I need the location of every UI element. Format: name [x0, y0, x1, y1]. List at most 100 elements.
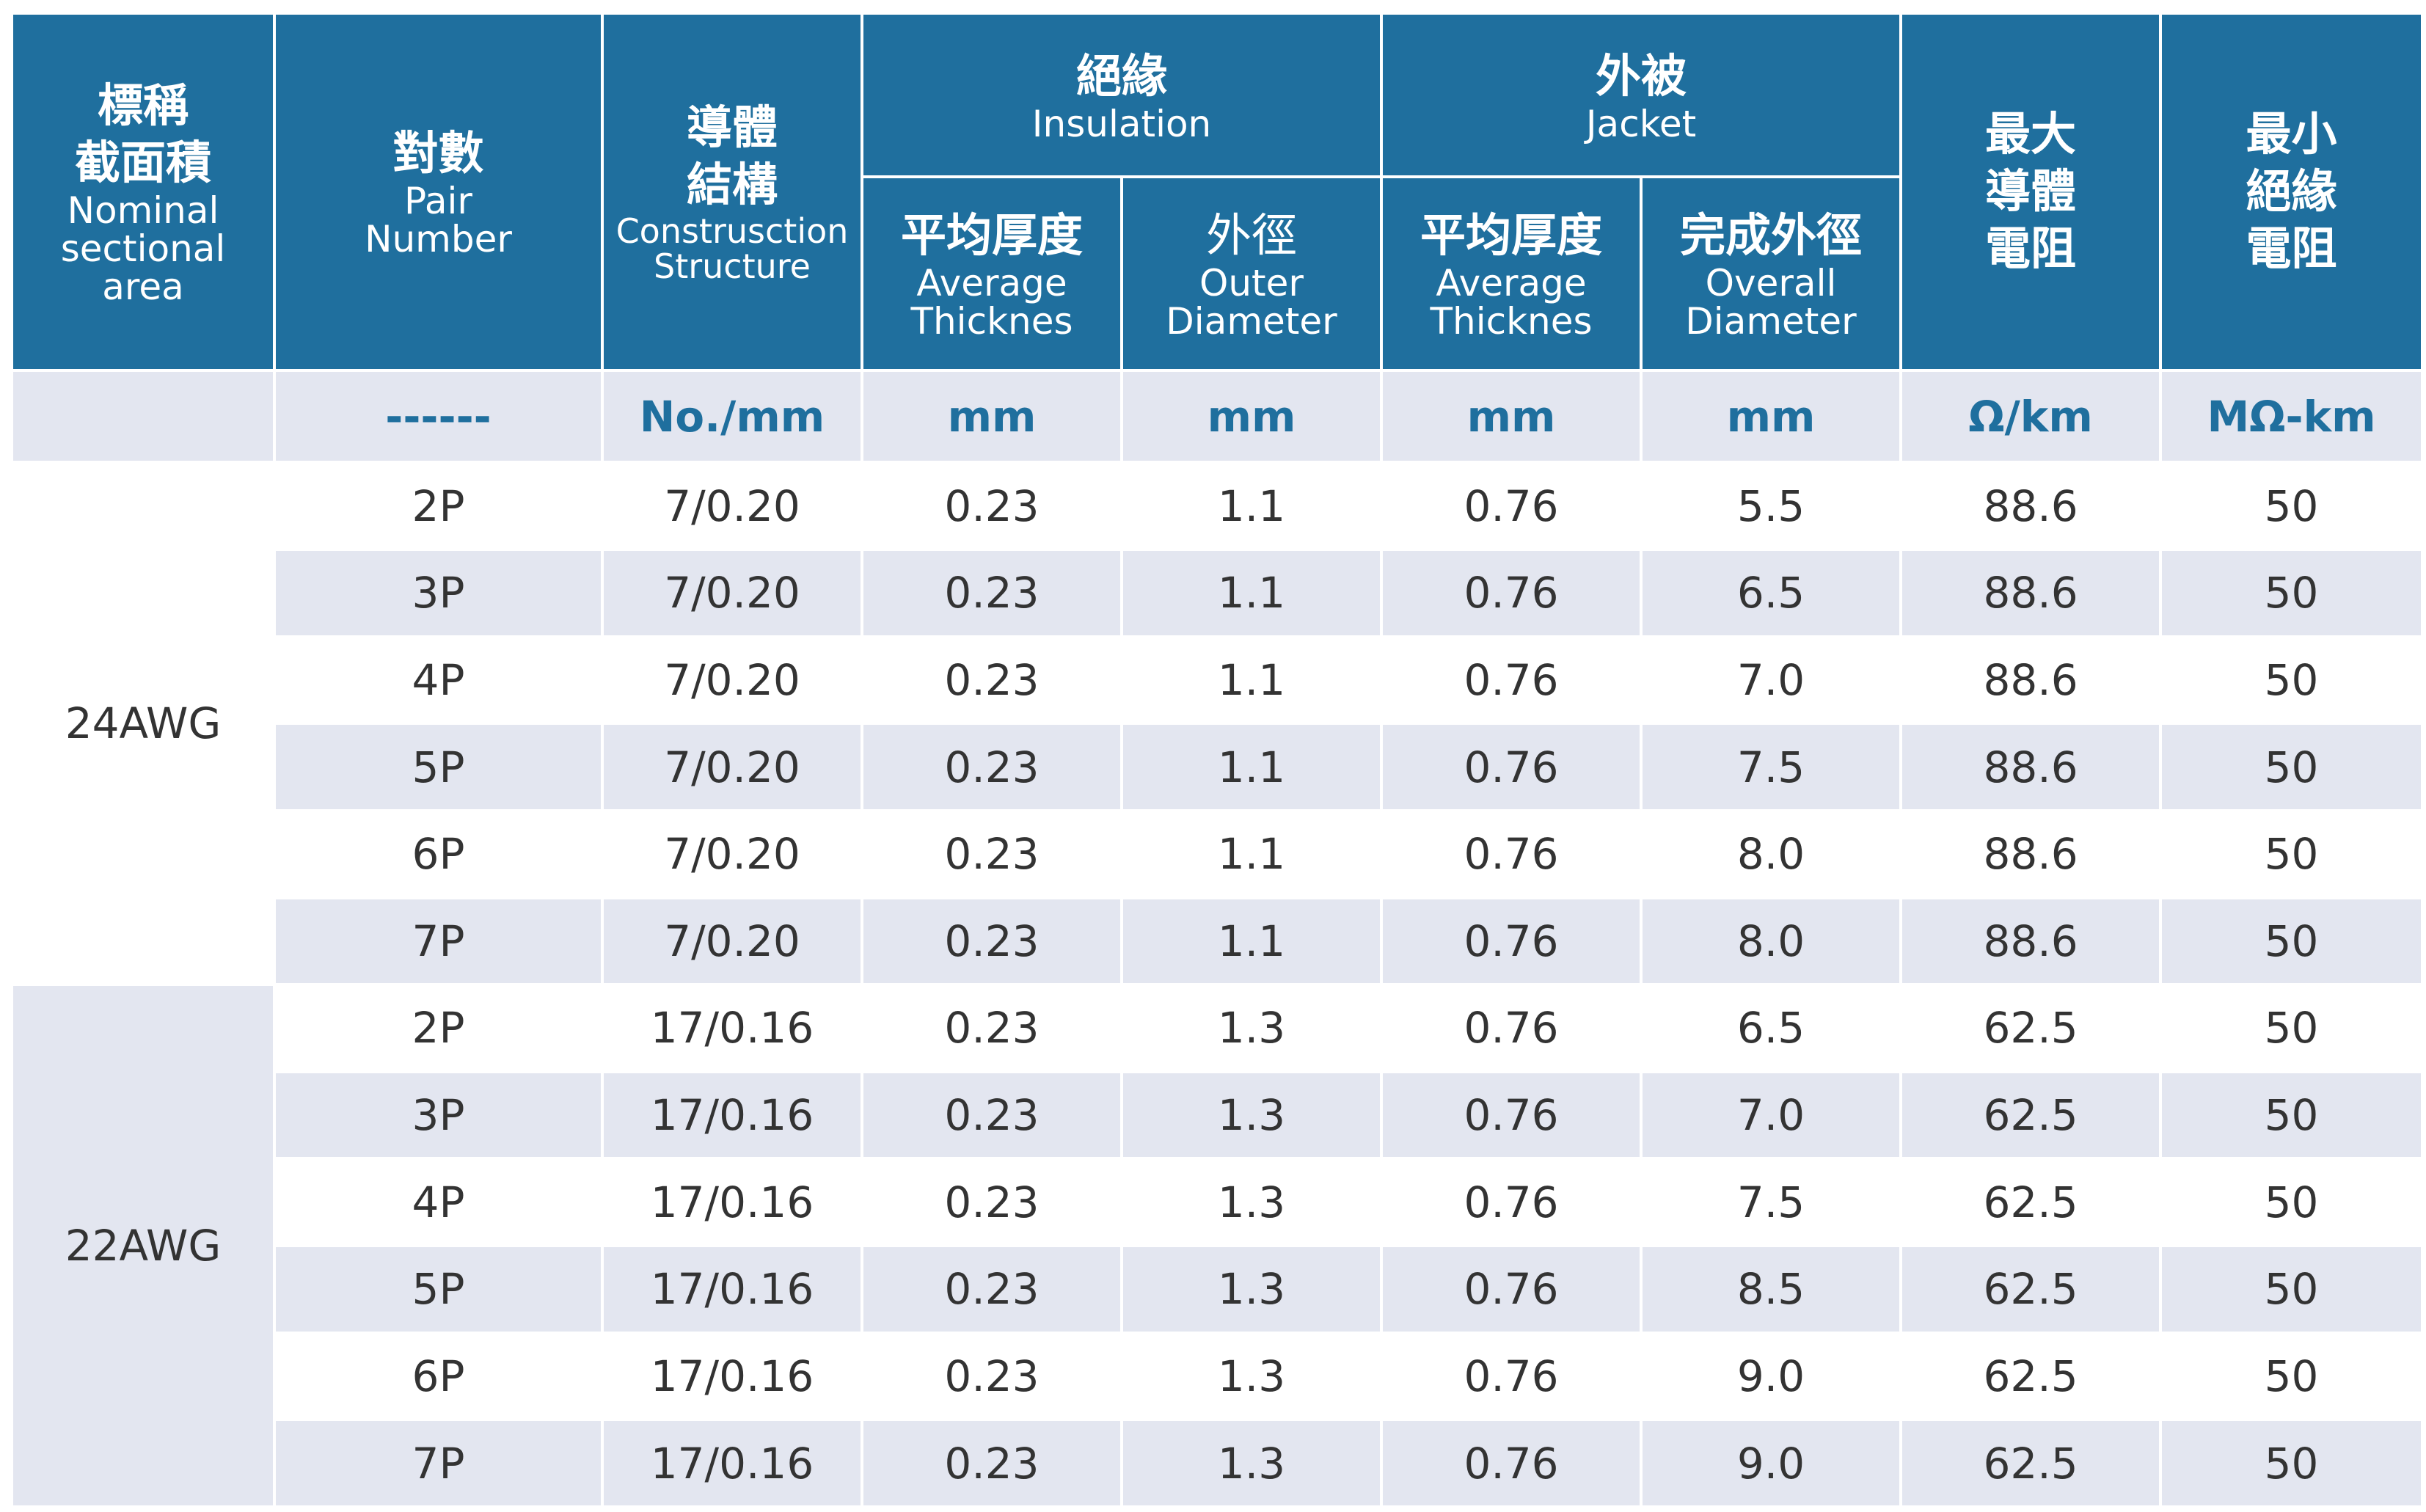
- header-pair-zh: 對數: [392, 126, 484, 180]
- table-cell: 0.76: [1383, 1160, 1640, 1245]
- table-cell: 8.0: [1643, 811, 1900, 896]
- unit-cell: MΩ-km: [2162, 371, 2422, 461]
- table-cell: 8.5: [1643, 1247, 1900, 1332]
- header-ins-outer-en1: Outer: [1199, 261, 1304, 304]
- table-cell: 0.76: [1383, 1421, 1640, 1505]
- table-cell: 0.76: [1383, 464, 1640, 549]
- header-nominal-en1: Nominal: [67, 189, 219, 233]
- table-cell: 1.1: [1123, 638, 1381, 723]
- unit-cell: [13, 371, 273, 461]
- table-cell: 50: [2162, 551, 2422, 635]
- group-label: 24AWG: [13, 464, 273, 984]
- table-cell: 0.23: [863, 899, 1120, 984]
- table-cell: 0.23: [863, 1247, 1120, 1332]
- table-cell: 2P: [276, 986, 601, 1070]
- table-row: 22AWG 2P 17/0.16 0.23 1.3 0.76 6.5 62.5 50: [13, 986, 2422, 1505]
- table-cell: 62.5: [1902, 1160, 2160, 1245]
- header-jacket-zh: 外被: [1596, 48, 1687, 103]
- header-nominal-zh1: 標稱: [97, 78, 189, 133]
- header-insulation-en: Insulation: [1031, 102, 1212, 145]
- table-cell: 1.3: [1123, 1247, 1381, 1332]
- table-cell: 50: [2162, 1421, 2422, 1505]
- header-nominal-en3: area: [102, 266, 184, 309]
- table-cell: 50: [2162, 1160, 2422, 1245]
- table-cell: 5.5: [1643, 464, 1900, 549]
- table-cell: 0.76: [1383, 986, 1640, 1070]
- table-cell: 7.5: [1643, 725, 1900, 809]
- header-maxres-zh2: 導體: [1985, 164, 2077, 219]
- header-jk-overall-en2: Diameter: [1685, 299, 1857, 343]
- table-row: 5P 7/0.20 0.23 1.1 0.76 7.5 88.6 50: [13, 725, 2422, 809]
- table-cell: 0.76: [1383, 1247, 1640, 1332]
- header-structure-zh1: 導體: [686, 101, 778, 155]
- cable-spec-table: 標稱 截面積 Nominal sectional area 對數 Pair Nu…: [10, 12, 2424, 1508]
- table-cell: 7P: [276, 1421, 601, 1505]
- header-construction-structure: 導體 結構 Construsction Structure: [604, 15, 861, 369]
- table-cell: 50: [2162, 986, 2422, 1070]
- header-jacket-avg-thickness: 平均厚度 Average Thicknes: [1383, 178, 1640, 369]
- table-cell: 0.23: [863, 986, 1120, 1070]
- table-cell: 62.5: [1902, 1247, 2160, 1332]
- table-cell: 1.1: [1123, 464, 1381, 549]
- table-cell: 1.3: [1123, 1160, 1381, 1245]
- table-cell: 88.6: [1902, 811, 2160, 896]
- table-cell: 88.6: [1902, 899, 2160, 984]
- table-cell: 8.0: [1643, 899, 1900, 984]
- header-minins-zh2: 絕緣: [2246, 164, 2337, 219]
- table-cell: 1.3: [1123, 1334, 1381, 1419]
- table-cell: 7.0: [1643, 638, 1900, 723]
- table-cell: 50: [2162, 464, 2422, 549]
- table-cell: 62.5: [1902, 1421, 2160, 1505]
- table-cell: 17/0.16: [604, 1334, 861, 1419]
- table-cell: 0.23: [863, 811, 1120, 896]
- header-ins-avg-zh: 平均厚度: [900, 208, 1083, 262]
- unit-cell: mm: [863, 371, 1120, 461]
- table-row: 7P 17/0.16 0.23 1.3 0.76 9.0 62.5 50: [13, 1421, 2422, 1505]
- table-row: 6P 7/0.20 0.23 1.1 0.76 8.0 88.6 50: [13, 811, 2422, 896]
- table-row: 3P 17/0.16 0.23 1.3 0.76 7.0 62.5 50: [13, 1073, 2422, 1158]
- header-maxres-zh3: 電阻: [1985, 222, 2077, 276]
- table-cell: 17/0.16: [604, 1073, 861, 1158]
- table-cell: 0.76: [1383, 1334, 1640, 1419]
- table-cell: 17/0.16: [604, 1421, 861, 1505]
- unit-cell: mm: [1123, 371, 1381, 461]
- table-cell: 0.76: [1383, 725, 1640, 809]
- table-cell: 7/0.20: [604, 551, 861, 635]
- unit-cell: mm: [1643, 371, 1900, 461]
- header-maxres-zh1: 最大: [1985, 107, 2077, 161]
- unit-cell: mm: [1383, 371, 1640, 461]
- table-row: 24AWG 2P 7/0.20 0.23 1.1 0.76 5.5 88.6 50: [13, 464, 2422, 984]
- table-cell: 0.23: [863, 638, 1120, 723]
- table-cell: 0.76: [1383, 638, 1640, 723]
- table-cell: 0.76: [1383, 1073, 1640, 1158]
- table-cell: 7/0.20: [604, 464, 861, 549]
- header-jk-avg-en2: Thicknes: [1430, 299, 1593, 343]
- header-ins-outer-en2: Diameter: [1166, 299, 1337, 343]
- header-ins-avg-en1: Average: [916, 261, 1067, 304]
- unit-cell: No./mm: [604, 371, 861, 461]
- table-cell: 50: [2162, 638, 2422, 723]
- table-cell: 50: [2162, 1334, 2422, 1419]
- table-cell: 6.5: [1643, 986, 1900, 1070]
- table-cell: 0.23: [863, 725, 1120, 809]
- header-pair-en2: Number: [365, 218, 512, 261]
- header-nominal-en2: sectional: [60, 227, 226, 271]
- table-cell: 9.0: [1643, 1334, 1900, 1419]
- table-cell: 1.1: [1123, 811, 1381, 896]
- header-jacket-overall-diameter: 完成外徑 Overall Diameter: [1643, 178, 1900, 369]
- header-insulation-avg-thickness: 平均厚度 Average Thicknes: [863, 178, 1120, 369]
- table-cell: 7/0.20: [604, 638, 861, 723]
- unit-cell: Ω/km: [1902, 371, 2160, 461]
- table-cell: 50: [2162, 1247, 2422, 1332]
- header-insulation: 絕緣 Insulation: [863, 15, 1381, 176]
- table-row: 6P 17/0.16 0.23 1.3 0.76 9.0 62.5 50: [13, 1334, 2422, 1419]
- table-row: 4P 17/0.16 0.23 1.3 0.76 7.5 62.5 50: [13, 1160, 2422, 1245]
- table-cell: 0.76: [1383, 899, 1640, 984]
- table-cell: 7/0.20: [604, 811, 861, 896]
- table-row: 5P 17/0.16 0.23 1.3 0.76 8.5 62.5 50: [13, 1247, 2422, 1332]
- table-header: 標稱 截面積 Nominal sectional area 對數 Pair Nu…: [13, 15, 2422, 461]
- header-pair-en1: Pair: [404, 180, 472, 223]
- table-cell: 1.1: [1123, 725, 1381, 809]
- header-insulation-outer-diameter: 外徑 Outer Diameter: [1123, 178, 1381, 369]
- table-body: 24AWG 2P 7/0.20 0.23 1.1 0.76 5.5 88.6 50 3P 7/0.2…: [13, 464, 2422, 1505]
